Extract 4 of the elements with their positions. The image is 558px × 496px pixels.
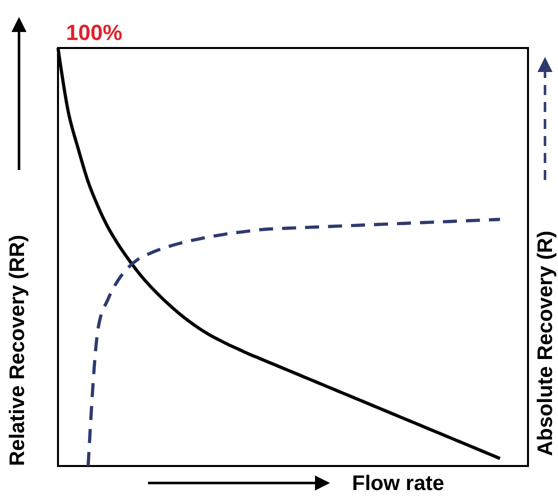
y2-axis-title: Absolute Recovery (R) (534, 230, 557, 456)
text: 100% (66, 20, 122, 45)
x-axis-title: Flow rate (352, 472, 444, 495)
y-axis-title: Relative Recovery (RR) (6, 234, 29, 466)
